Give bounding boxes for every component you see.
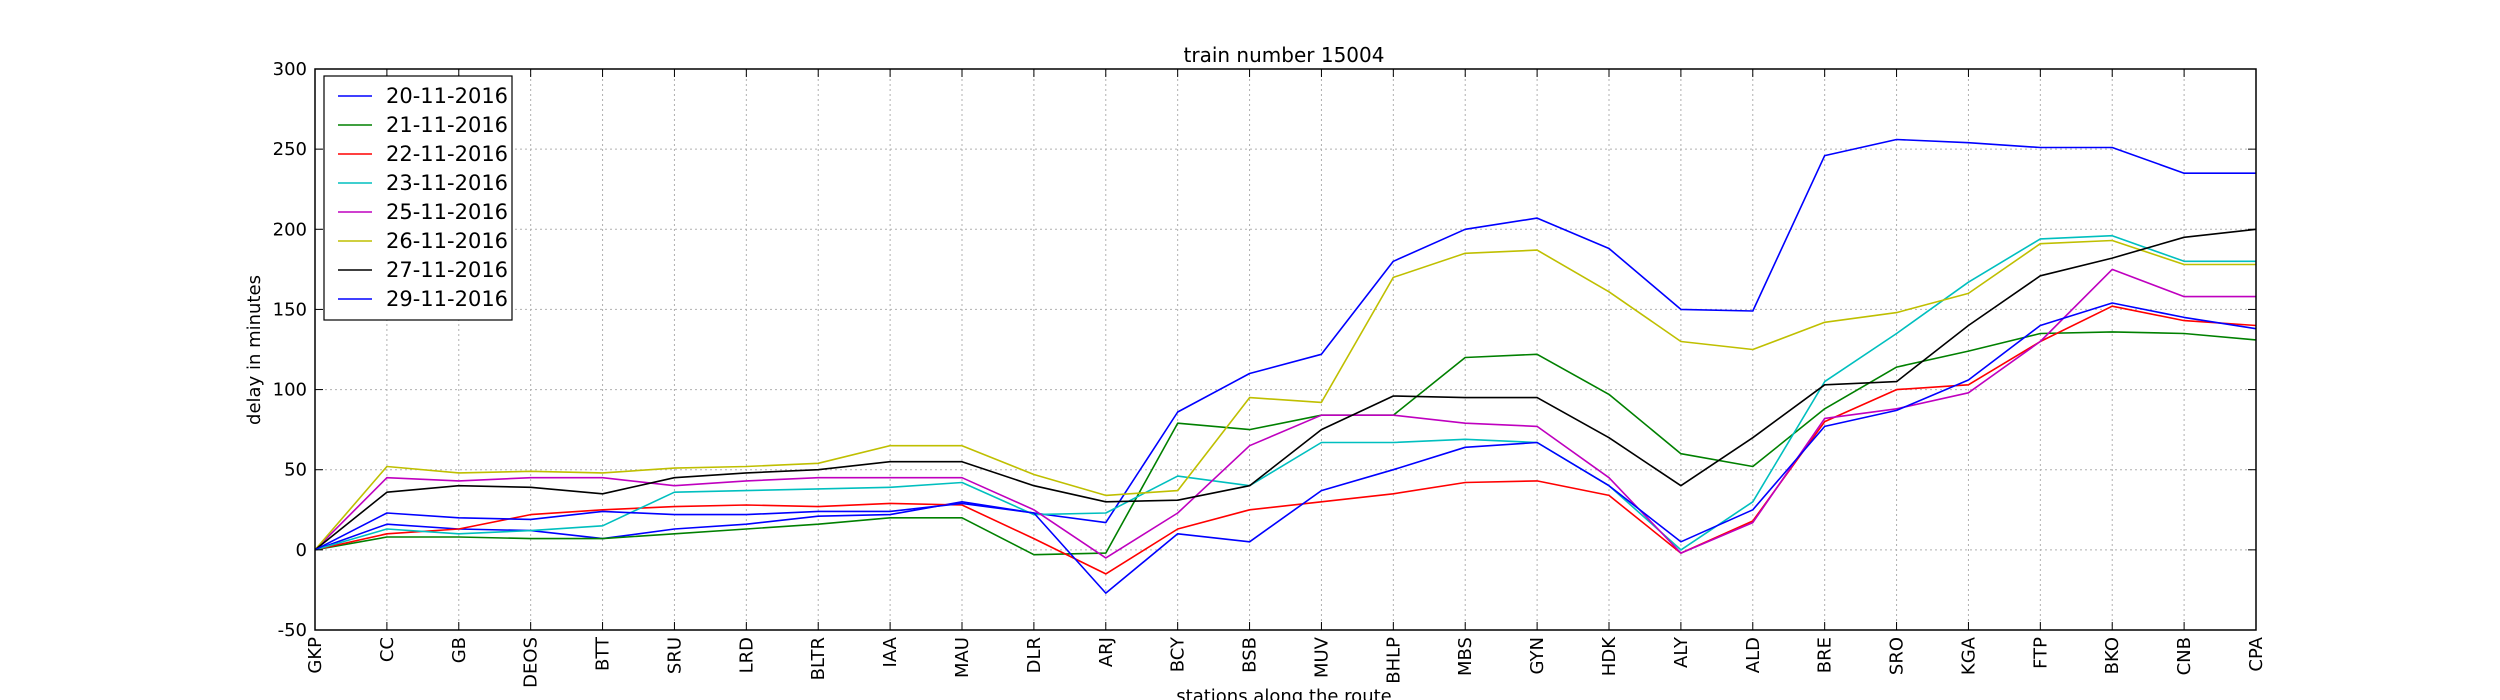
y-tick-label: -50 bbox=[278, 620, 307, 641]
legend: 20-11-2016 21-11-2016 22-11-2016 23-11-2016… bbox=[323, 75, 513, 321]
y-tick-label: 50 bbox=[284, 460, 307, 481]
legend-box bbox=[323, 75, 513, 321]
x-tick-label: BCY bbox=[1168, 636, 1189, 672]
x-tick-label: BKO bbox=[2102, 637, 2123, 674]
x-tick-label: LRD bbox=[736, 637, 757, 673]
y-axis-title: delay in minutes bbox=[244, 275, 265, 425]
series-line-26-11-2016 bbox=[314, 239, 2256, 551]
series-lines bbox=[314, 138, 2257, 594]
plot-area-frame bbox=[314, 68, 2257, 631]
y-tick-label: 0 bbox=[296, 540, 307, 561]
y-tick-label: 150 bbox=[273, 299, 307, 320]
x-tick-label: KGA bbox=[1958, 636, 1979, 675]
x-tick-label: BHLP bbox=[1383, 637, 1404, 684]
x-tick-label: CNB bbox=[2174, 637, 2195, 675]
y-tick-label: 200 bbox=[273, 219, 307, 240]
x-tick-label: BRE bbox=[1815, 637, 1836, 673]
x-tick-label: ALD bbox=[1743, 637, 1764, 673]
x-tick-label: IAA bbox=[880, 636, 901, 667]
x-tick-label: GB bbox=[449, 637, 470, 663]
legend-label: 29-11-2016 bbox=[386, 287, 508, 311]
x-tick-label: CC bbox=[377, 637, 398, 662]
x-tick-label: FTP bbox=[2030, 637, 2051, 669]
grid bbox=[315, 69, 2256, 630]
y-tick-label: 250 bbox=[273, 139, 307, 160]
series-line-20-11-2016 bbox=[314, 138, 2256, 551]
legend-label: 26-11-2016 bbox=[386, 229, 508, 253]
series-line-27-11-2016 bbox=[314, 228, 2257, 551]
x-tick-label: BSB bbox=[1240, 637, 1261, 673]
chart-title: train number 15004 bbox=[1184, 43, 1385, 67]
x-tick-label: MBS bbox=[1455, 637, 1476, 676]
y-tick-label: 300 bbox=[273, 59, 307, 80]
x-tick-label: CPA bbox=[2246, 636, 2267, 671]
x-tick-label: DLR bbox=[1024, 637, 1045, 673]
legend-label: 20-11-2016 bbox=[386, 84, 508, 108]
legend-label: 22-11-2016 bbox=[386, 142, 508, 166]
x-tick-label: GYN bbox=[1527, 637, 1548, 675]
legend-label: 23-11-2016 bbox=[386, 171, 508, 195]
legend-label: 25-11-2016 bbox=[386, 200, 508, 224]
series-line-21-11-2016 bbox=[314, 331, 2257, 556]
x-tick-label: ALY bbox=[1671, 636, 1692, 668]
x-tick-label: ARJ bbox=[1096, 637, 1117, 667]
x-tick-label: BTT bbox=[593, 636, 614, 671]
x-tick-label: DEOS bbox=[521, 637, 542, 688]
y-axis-ticks: -50 0 50 100 150 200 250 300 bbox=[273, 59, 2256, 641]
legend-label: 27-11-2016 bbox=[386, 258, 508, 282]
x-axis-title: stations along the route bbox=[1176, 686, 1391, 700]
x-tick-label: SRU bbox=[664, 637, 685, 674]
x-tick-label: GKP bbox=[305, 637, 326, 674]
x-axis-ticks: GKP CC GB DEOS BTT SRU LRD BLTR IAA MAU DLR ARJ BCY B… bbox=[305, 69, 2267, 688]
x-tick-label: MAU bbox=[952, 637, 973, 678]
x-tick-label: MUV bbox=[1311, 636, 1332, 678]
series-line-29-11-2016 bbox=[314, 302, 2257, 594]
x-tick-label: SRO bbox=[1887, 637, 1908, 675]
x-tick-label: BLTR bbox=[808, 637, 829, 680]
series-line-25-11-2016 bbox=[314, 268, 2256, 559]
series-line-22-11-2016 bbox=[314, 305, 2257, 575]
legend-label: 21-11-2016 bbox=[386, 113, 508, 137]
series-line-23-11-2016 bbox=[314, 234, 2256, 551]
y-tick-label: 100 bbox=[273, 380, 307, 401]
x-tick-label: HDK bbox=[1599, 636, 1620, 676]
